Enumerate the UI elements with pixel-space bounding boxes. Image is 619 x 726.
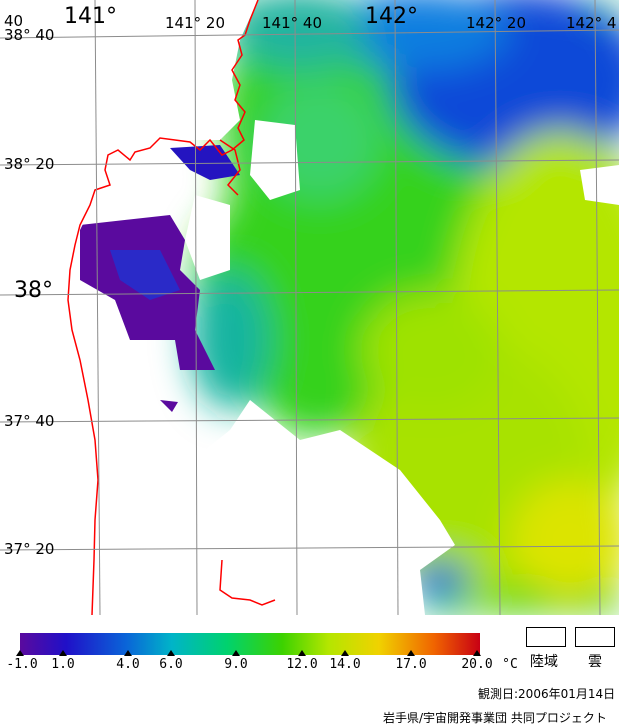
tick-mark (298, 650, 306, 656)
lat-label-37-20: 37° 20 (4, 540, 55, 558)
tick-mark (16, 650, 24, 656)
tick-mark (167, 650, 175, 656)
lon-label-142-40: 142° 4 (566, 14, 617, 32)
grid-lines (0, 0, 619, 615)
lon-label-142: 142° (365, 4, 418, 29)
cloud-key-label: 雲 (588, 654, 602, 670)
unit-label: °C (502, 657, 518, 672)
land-key-label: 陸域 (530, 654, 558, 670)
lon-label-141: 141° (64, 4, 117, 29)
lon-label-141-20: 141° 20 (165, 14, 225, 32)
tick-label: 17.0 (395, 657, 427, 672)
tick-label: 14.0 (329, 657, 361, 672)
observation-date: 観測日:2006年01月14日 (478, 687, 616, 701)
tick-mark (232, 650, 240, 656)
lat-label-38-20: 38° 20 (4, 155, 55, 173)
tick-label: 1.0 (51, 657, 75, 672)
tick-label: 6.0 (159, 657, 183, 672)
lat-label-38-40: 38° 40 (4, 26, 55, 44)
tick-mark (407, 650, 415, 656)
tick-label: 12.0 (286, 657, 318, 672)
cloud-areas (170, 120, 619, 615)
cloud-key-box (575, 627, 615, 647)
sst-map (0, 0, 619, 615)
coastline (67, 0, 259, 615)
tick-mark (59, 650, 67, 656)
tick-label: -1.0 (6, 657, 38, 672)
color-bar (20, 633, 480, 655)
sst-field (190, 0, 619, 615)
lon-label-141-40: 141° 40 (262, 14, 322, 32)
corner-label: 40 (4, 12, 24, 30)
tick-mark (473, 650, 481, 656)
lat-label-37-40: 37° 40 (4, 412, 55, 430)
tick-mark (341, 650, 349, 656)
lat-label-38: 38° (14, 278, 53, 303)
land-key-box (526, 627, 566, 647)
tick-label: 9.0 (224, 657, 248, 672)
lon-label-142-20: 142° 20 (466, 14, 526, 32)
tick-label: 4.0 (116, 657, 140, 672)
tick-label: 20.0 (461, 657, 493, 672)
credit-line: 岩手県/宇宙開発事業団 共同プロジェクト (383, 711, 607, 725)
land (0, 0, 258, 615)
tick-mark (124, 650, 132, 656)
